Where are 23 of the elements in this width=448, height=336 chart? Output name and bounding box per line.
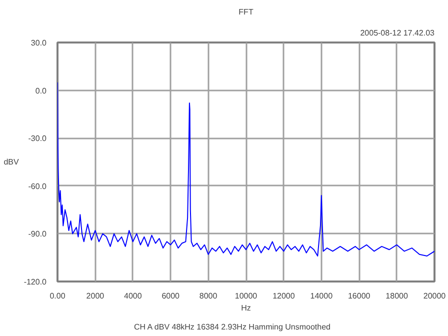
x-tick-label: 12000 <box>272 292 296 300</box>
x-tick-label: 16000 <box>348 292 371 300</box>
x-tick-label: 10000 <box>234 292 258 300</box>
x-tick-label: 2000 <box>86 292 105 300</box>
x-tick-label: 20000 <box>423 292 446 300</box>
y-tick-label: 30.0 <box>30 38 48 48</box>
x-tick-label: 18000 <box>386 292 408 300</box>
x-tick-label: 4000 <box>124 292 142 300</box>
x-tick-label: 8000 <box>199 292 218 300</box>
text: CH A dBV 48kHz 16384 2.93Hz Hamming Unsmoothed <box>134 322 330 332</box>
x-tick-label: 6000 <box>162 292 180 300</box>
x-axis-title: Hz <box>241 304 251 312</box>
y-axis-title: dBV <box>4 158 20 166</box>
y-tick-label: -90.0 <box>28 230 48 239</box>
x-tick-label: 14000 <box>310 292 334 300</box>
y-tick-label: -120.0 <box>24 278 48 286</box>
y-tick-label: -60.0 <box>28 182 48 191</box>
x-tick-label: 0.00 <box>50 292 66 300</box>
text: 2005-08-12 17.42.03 <box>360 28 436 38</box>
line-series <box>58 82 434 257</box>
y-tick-label: -30.0 <box>28 134 48 144</box>
y-tick-label: 0.0 <box>35 86 48 96</box>
chart-title: FFT <box>238 8 254 16</box>
